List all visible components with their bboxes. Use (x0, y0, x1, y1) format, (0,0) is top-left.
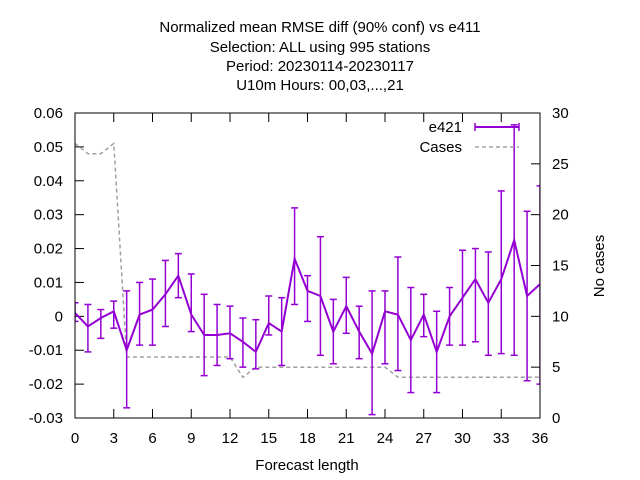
y2-axis-label: No cases (591, 235, 608, 298)
y-tick-label: 0.05 (34, 139, 63, 156)
y2-tick-label: 0 (552, 410, 560, 427)
y-tick-label: 0.01 (34, 274, 63, 291)
x-tick-label: 33 (493, 430, 510, 447)
x-tick-label: 24 (377, 430, 394, 447)
plot-frame (74, 112, 541, 419)
x-tick-label: 36 (532, 430, 549, 447)
x-tick-label: 3 (110, 430, 118, 447)
x-tick-label: 12 (222, 430, 239, 447)
y2-tick-label: 20 (552, 207, 569, 224)
y-tick-label: -0.02 (29, 376, 63, 393)
title-line-2: Selection: ALL using 995 stations (210, 39, 430, 56)
y2-tick-label: 10 (552, 308, 569, 325)
y-tick-label: -0.03 (29, 410, 63, 427)
y-tick-label: 0.04 (34, 173, 63, 190)
title-line-1: Normalized mean RMSE diff (90% conf) vs … (159, 19, 480, 36)
x-tick-label: 27 (415, 430, 432, 447)
x-tick-label: 30 (454, 430, 471, 447)
series-e421-line (75, 236, 540, 357)
series-e421-errorbars (75, 124, 540, 416)
title-line-3: Period: 20230114-20230117 (226, 58, 414, 75)
title-line-4: U10m Hours: 00,03,...,21 (236, 77, 404, 94)
y2-tick-label: 25 (552, 156, 569, 173)
y2-tick-label: 5 (552, 359, 560, 376)
y-tick-label: 0 (55, 308, 63, 325)
data-layer (75, 124, 540, 416)
x-tick-label: 18 (299, 430, 316, 447)
x-tick-label: 15 (260, 430, 277, 447)
x-tick-label: 21 (338, 430, 355, 447)
y-tick-label: 0.02 (34, 241, 63, 258)
chart-title: Normalized mean RMSE diff (90% conf) vs … (159, 19, 480, 94)
legend-label-e421: e421 (429, 119, 462, 136)
y2-tick-label: 30 (552, 105, 569, 122)
legend-label-cases: Cases (419, 139, 462, 156)
tick-labels: 0 3 6 9 12 15 18 21 24 27 30 33 36-0.03-0.02-0.0100.… (29, 105, 569, 447)
ticks (74, 112, 541, 419)
x-axis-label: Forecast length (255, 457, 358, 474)
x-tick-label: 6 (148, 430, 156, 447)
x-tick-label: 9 (187, 430, 195, 447)
x-tick-label: 0 (71, 430, 79, 447)
y-tick-label: -0.01 (29, 342, 63, 359)
series-cases-line (75, 142, 540, 379)
y2-tick-label: 15 (552, 258, 569, 275)
legend: e421 Cases (419, 119, 520, 156)
y-tick-label: 0.03 (34, 207, 63, 224)
y-tick-label: 0.06 (34, 105, 63, 122)
